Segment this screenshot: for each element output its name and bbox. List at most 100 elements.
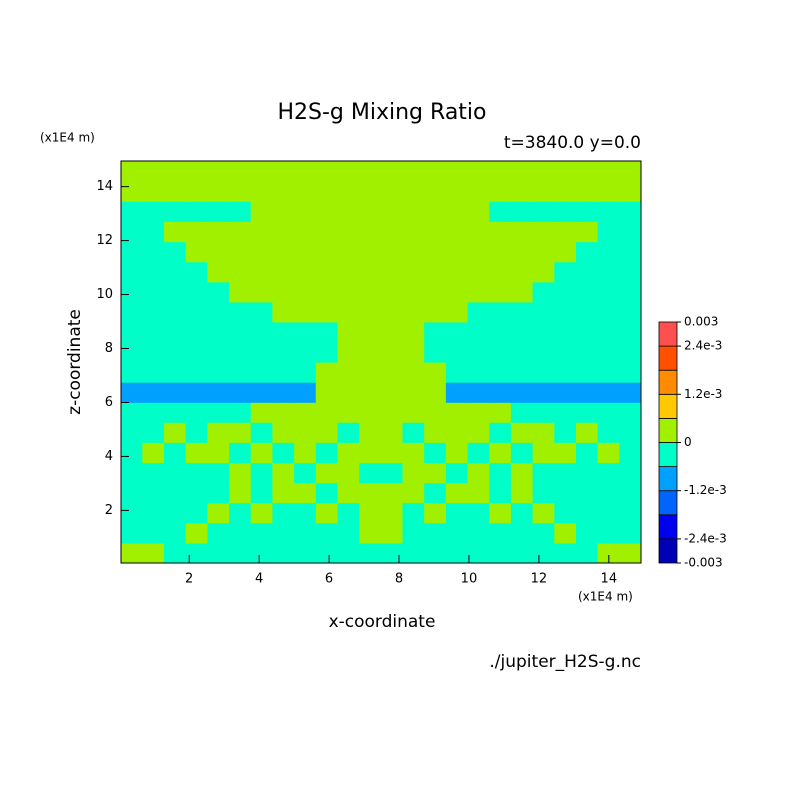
field-cell: [554, 241, 577, 263]
field-cell: [597, 161, 620, 182]
field-cell: [207, 402, 230, 423]
field-cell: [229, 241, 252, 263]
field-cell: [619, 241, 641, 263]
field-cell: [250, 281, 274, 303]
field-cell: [510, 241, 534, 263]
field-cell: [250, 301, 274, 323]
field-cell: [250, 221, 274, 243]
field-cell: [424, 482, 447, 504]
colorbar-tick-label: -0.003: [684, 556, 723, 570]
field-cell: [445, 382, 469, 403]
field-cell: [272, 301, 295, 323]
field-cell: [315, 542, 339, 563]
field-cell: [619, 542, 641, 563]
field-cell: [619, 321, 641, 343]
field-cell: [380, 442, 404, 464]
field-cell: [294, 221, 317, 243]
field-cell: [424, 261, 447, 283]
field-cell: [575, 161, 599, 182]
field-cell: [359, 241, 382, 263]
field-cell: [142, 402, 165, 423]
field-cell: [359, 161, 382, 182]
field-cell: [121, 402, 143, 423]
field-cell: [489, 201, 512, 222]
field-cell: [142, 542, 165, 563]
field-cell: [467, 221, 490, 243]
field-cell: [380, 382, 404, 403]
field-cell: [250, 462, 274, 484]
field-cell: [597, 502, 620, 524]
colorbar-tick-label: 2.4e-3: [684, 339, 722, 353]
field-cell: [142, 502, 165, 524]
field-cell: [359, 281, 382, 303]
plot-frame: [120, 160, 642, 564]
x-tick-label: 6: [325, 572, 333, 587]
field-cell: [229, 362, 252, 383]
field-cell: [402, 522, 425, 544]
field-cell: [445, 402, 469, 423]
field-cell: [207, 502, 230, 524]
field-cell: [619, 422, 641, 443]
x-tick-label: 8: [395, 572, 403, 587]
field-cell: [380, 241, 404, 263]
field-cell: [315, 261, 339, 283]
field-cell: [575, 281, 599, 303]
field-cell: [294, 482, 317, 504]
field-cell: [510, 502, 534, 524]
field-cell: [402, 442, 425, 464]
y-tick-label: 8: [105, 341, 113, 356]
field-cell: [402, 341, 425, 363]
colorbar-tick-label: -2.4e-3: [684, 531, 727, 545]
field-cell: [250, 261, 274, 283]
field-cell: [532, 261, 555, 283]
field-cell: [250, 542, 274, 563]
field-cell: [359, 422, 382, 443]
field-cell: [445, 161, 469, 182]
field-cell: [554, 462, 577, 484]
field-cell: [467, 422, 490, 443]
field-cell: [554, 362, 577, 383]
field-cell: [424, 321, 447, 343]
field-cell: [207, 482, 230, 504]
field-cell: [164, 261, 187, 283]
field-cell: [619, 281, 641, 303]
field-cell: [445, 362, 469, 383]
field-cell: [575, 181, 599, 202]
field-cell: [337, 462, 360, 484]
field-cell: [142, 321, 165, 343]
field-cell: [467, 482, 490, 504]
field-cell: [142, 522, 165, 544]
field-cell: [510, 201, 534, 222]
field-cell: [272, 422, 295, 443]
field-cell: [402, 422, 425, 443]
field-cell: [121, 542, 143, 563]
field-cell: [142, 201, 165, 222]
field-cell: [142, 341, 165, 363]
field-cell: [185, 482, 208, 504]
field-cell: [164, 442, 187, 464]
field-cell: [164, 241, 187, 263]
field-cell: [445, 502, 469, 524]
field-cell: [359, 341, 382, 363]
colorbar: 0.003 2.4e-3 1.2e-3 0 -1.2e-3 -2.4e-3 -0.003: [658, 315, 727, 570]
field-cell: [142, 382, 165, 403]
field-cell: [250, 341, 274, 363]
field-cell: [207, 422, 230, 443]
field-cell: [207, 301, 230, 323]
field-cell: [121, 462, 143, 484]
field-cell: [207, 201, 230, 222]
field-cell: [337, 442, 360, 464]
field-cell: [337, 281, 360, 303]
field-cell: [554, 301, 577, 323]
field-cell: [402, 462, 425, 484]
field-cell: [250, 482, 274, 504]
field-cell: [489, 341, 512, 363]
field-cell: [532, 201, 555, 222]
y-tick-label: 6: [105, 395, 113, 410]
field-cell: [185, 161, 208, 182]
field-cell: [510, 261, 534, 283]
field-cell: [575, 362, 599, 383]
field-cell: [619, 261, 641, 283]
field-cell: [575, 522, 599, 544]
field-cell: [337, 321, 360, 343]
